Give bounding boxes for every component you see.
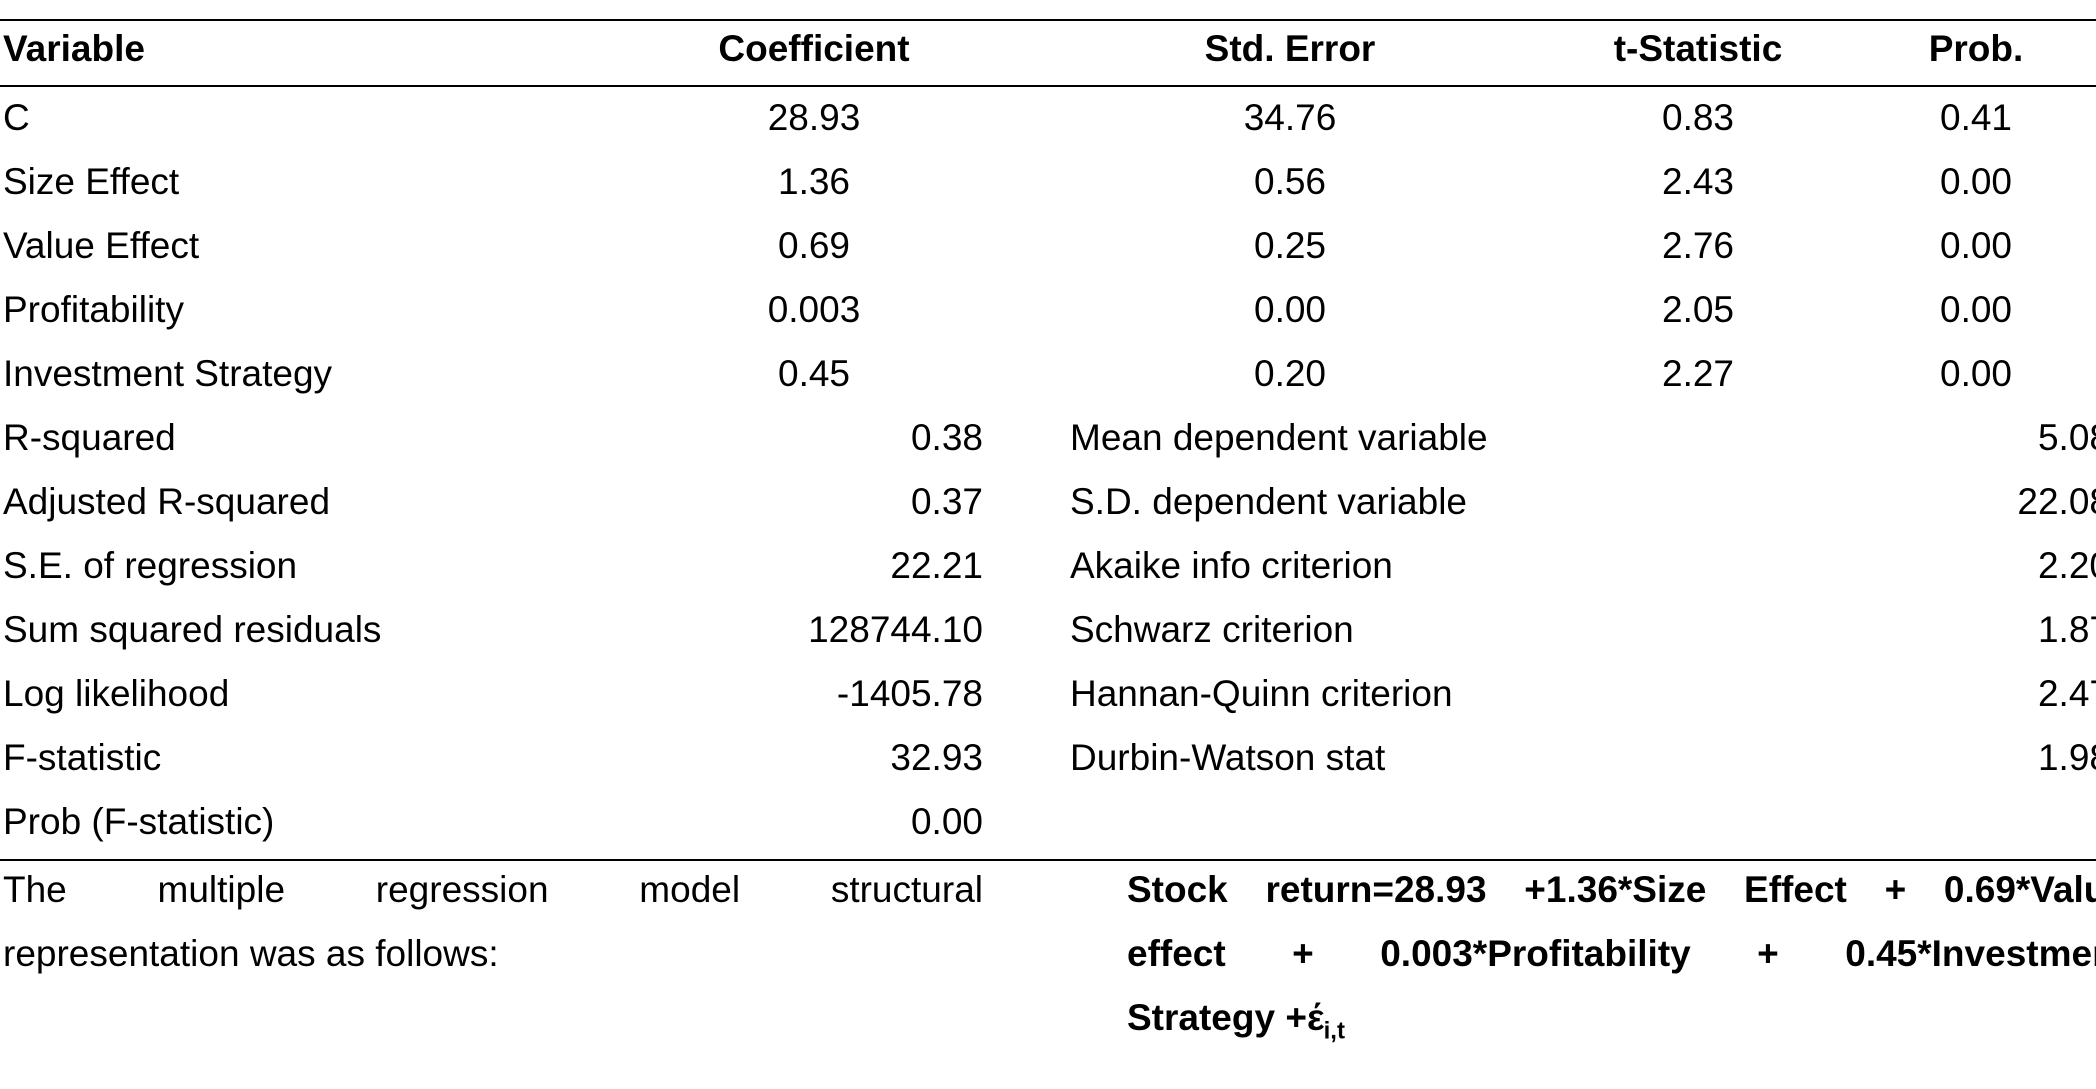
header-std-error: Std. Error (1204, 28, 1376, 69)
row-t-statistic: 2.76 (1661, 225, 1735, 266)
table-bottom-rule (0, 859, 2096, 861)
stat-value: 22.21 (890, 545, 983, 586)
stat-value: 0.38 (910, 417, 983, 458)
row-std-error: 0.25 (1253, 225, 1327, 266)
model-description: The multiple regression model structural… (3, 868, 983, 976)
description-line-1: The multiple regression model structural (3, 869, 983, 910)
row-variable: Value Effect (3, 225, 200, 266)
row-std-error: 0.56 (1253, 161, 1327, 202)
row-coefficient: 0.003 (767, 289, 861, 330)
stat-label: R-squared (3, 417, 176, 458)
description-line-2: representation was as follows: (3, 933, 499, 974)
row-std-error: 34.76 (1243, 97, 1337, 138)
stat-value: 2.47 (2037, 673, 2096, 714)
row-coefficient: 0.45 (777, 353, 851, 394)
row-variable: Profitability (3, 289, 184, 330)
stat-value: 0.37 (910, 481, 983, 522)
stat-label: Durbin-Watson stat (1070, 737, 1386, 778)
equation-line-1: Stock return=28.93 +1.36*Size Effect + 0… (1127, 869, 2096, 910)
row-t-statistic: 2.27 (1661, 353, 1735, 394)
row-prob: 0.00 (1939, 225, 2013, 266)
row-std-error: 0.20 (1253, 353, 1327, 394)
stat-value: 1.87 (2037, 609, 2096, 650)
row-variable: Size Effect (3, 161, 180, 202)
row-std-error: 0.00 (1253, 289, 1327, 330)
stat-value: 0.00 (910, 801, 983, 842)
header-prob: Prob. (1928, 28, 2024, 69)
stat-value: 22.08 (2017, 481, 2096, 522)
stat-label: Prob (F-statistic) (3, 801, 275, 842)
header-bottom-rule (0, 85, 2096, 87)
header-variable: Variable (3, 28, 145, 69)
row-prob: 0.00 (1939, 353, 2013, 394)
stat-value: 2.20 (2037, 545, 2096, 586)
header-coefficient: Coefficient (718, 28, 910, 69)
stat-label: F-statistic (3, 737, 162, 778)
row-variable: C (3, 97, 30, 138)
stat-value: 5.08 (2037, 417, 2096, 458)
row-t-statistic: 0.83 (1661, 97, 1735, 138)
stat-label: Mean dependent variable (1070, 417, 1488, 458)
equation-line-3-text: Strategy +έ (1127, 997, 1324, 1038)
row-prob: 0.41 (1939, 97, 2013, 138)
row-t-statistic: 2.43 (1661, 161, 1735, 202)
stat-value: 128744.10 (808, 609, 983, 650)
stat-label: Schwarz criterion (1070, 609, 1354, 650)
stat-label: Sum squared residuals (3, 609, 382, 650)
equation-line-2: effect + 0.003*Profitability + 0.45*Inve… (1127, 933, 2096, 974)
header-t-statistic: t-Statistic (1613, 28, 1783, 69)
equation-subscript: i,t (1323, 1017, 1345, 1045)
row-prob: 0.00 (1939, 289, 2013, 330)
row-coefficient: 28.93 (767, 97, 861, 138)
stat-label: Adjusted R-squared (3, 481, 331, 522)
stat-value: -1405.78 (836, 673, 983, 714)
row-prob: 0.00 (1939, 161, 2013, 202)
row-coefficient: 0.69 (777, 225, 851, 266)
stat-label: S.D. dependent variable (1070, 481, 1467, 522)
stat-value: 32.93 (890, 737, 983, 778)
stat-value: 1.98 (2037, 737, 2096, 778)
equation-line-3: Strategy +έi,t (1127, 996, 2096, 1053)
row-variable: Investment Strategy (3, 353, 333, 394)
row-coefficient: 1.36 (777, 161, 851, 202)
stat-label: Log likelihood (3, 673, 230, 714)
row-t-statistic: 2.05 (1661, 289, 1735, 330)
stat-label: S.E. of regression (3, 545, 298, 586)
table-top-rule (0, 19, 2096, 21)
stat-label: Hannan-Quinn criterion (1070, 673, 1453, 714)
stat-label: Akaike info criterion (1070, 545, 1393, 586)
